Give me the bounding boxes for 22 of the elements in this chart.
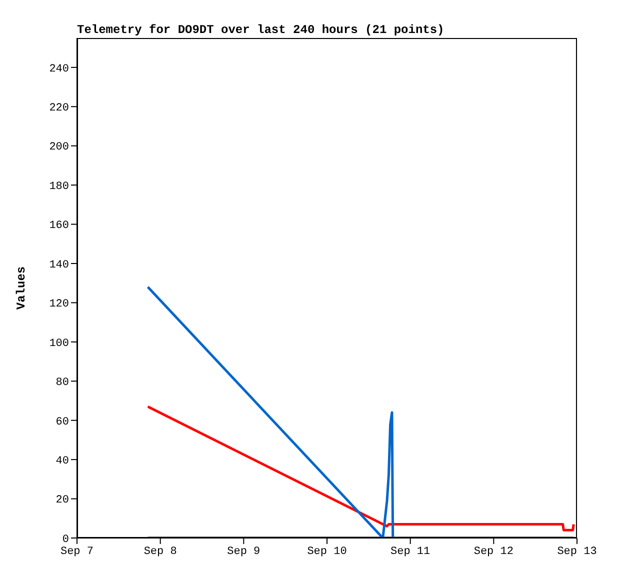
- x-tick-label: Sep 7: [60, 546, 94, 558]
- y-tick-label: 20: [56, 494, 69, 507]
- x-tick-label: Sep 8: [144, 546, 177, 558]
- y-tick-label: 220: [49, 102, 69, 115]
- x-tick-label: Sep 10: [307, 546, 347, 558]
- x-tick-label: Sep 11: [390, 546, 431, 558]
- y-tick-label: 200: [49, 142, 69, 154]
- y-tick-label: 180: [49, 180, 69, 193]
- y-tick-label: 240: [49, 63, 69, 76]
- y-tick-label: 40: [56, 455, 69, 468]
- y-tick-label: 80: [56, 377, 69, 390]
- chart-title: Telemetry for DO9DT over last 240 hours (21 points): [77, 23, 444, 37]
- y-tick-label: 120: [49, 298, 69, 311]
- x-tick-label: Sep 12: [474, 546, 514, 558]
- x-tick-label: Sep 9: [227, 546, 260, 558]
- y-tick-label: 0: [62, 534, 69, 546]
- y-axis-title: Values: [14, 266, 28, 310]
- y-tick-label: 140: [49, 259, 69, 272]
- x-tick-label: Sep 13: [557, 546, 597, 558]
- y-tick-label: 160: [49, 220, 69, 232]
- y-tick-label: 100: [49, 338, 69, 350]
- y-tick-label: 60: [56, 416, 69, 428]
